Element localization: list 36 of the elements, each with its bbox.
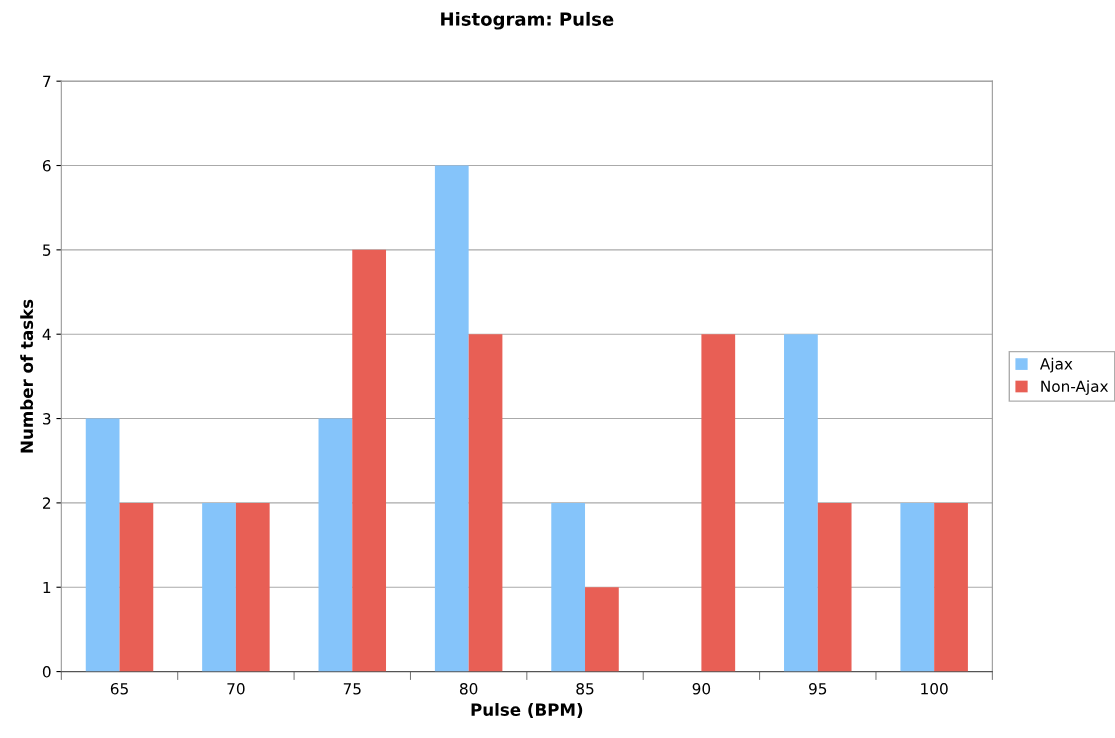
bar xyxy=(551,502,586,672)
bar xyxy=(468,334,503,672)
y-tick-label: 7 xyxy=(43,75,51,87)
bar xyxy=(85,418,120,672)
legend-label: Ajax xyxy=(1039,357,1073,373)
y-tick-label: 2 xyxy=(43,497,51,509)
x-tick-label: 95 xyxy=(809,682,827,695)
legend-label: Non-Ajax xyxy=(1041,380,1109,395)
bar xyxy=(235,502,270,672)
x-axis-title: Pulse (BPM) xyxy=(471,703,583,718)
x-tick-label: 65 xyxy=(110,682,128,695)
y-axis-title: Number of tasks xyxy=(20,299,34,453)
x-tick-label: 80 xyxy=(459,682,478,695)
bar xyxy=(817,502,852,672)
bar xyxy=(318,418,353,672)
bar xyxy=(934,502,968,672)
x-tick-label: 70 xyxy=(227,682,245,695)
bar xyxy=(784,334,818,672)
bar xyxy=(352,249,387,672)
bar xyxy=(434,165,469,672)
bar xyxy=(900,502,935,672)
y-tick-label: 1 xyxy=(43,581,51,594)
bar xyxy=(119,502,154,672)
chart-title: Histogram: Pulse xyxy=(441,11,614,30)
y-tick-label: 0 xyxy=(42,666,51,678)
x-tick-label: 90 xyxy=(692,682,711,695)
x-tick-label: 85 xyxy=(576,682,594,695)
x-tick-label: 75 xyxy=(343,683,361,695)
bar xyxy=(701,334,736,672)
y-tick-label: 4 xyxy=(42,328,51,341)
y-tick-label: 5 xyxy=(43,244,51,256)
x-tick-label: 100 xyxy=(921,682,948,695)
bar xyxy=(202,502,236,672)
y-tick-label: 3 xyxy=(43,413,51,425)
bar xyxy=(585,587,619,672)
y-tick-label: 6 xyxy=(42,159,51,172)
